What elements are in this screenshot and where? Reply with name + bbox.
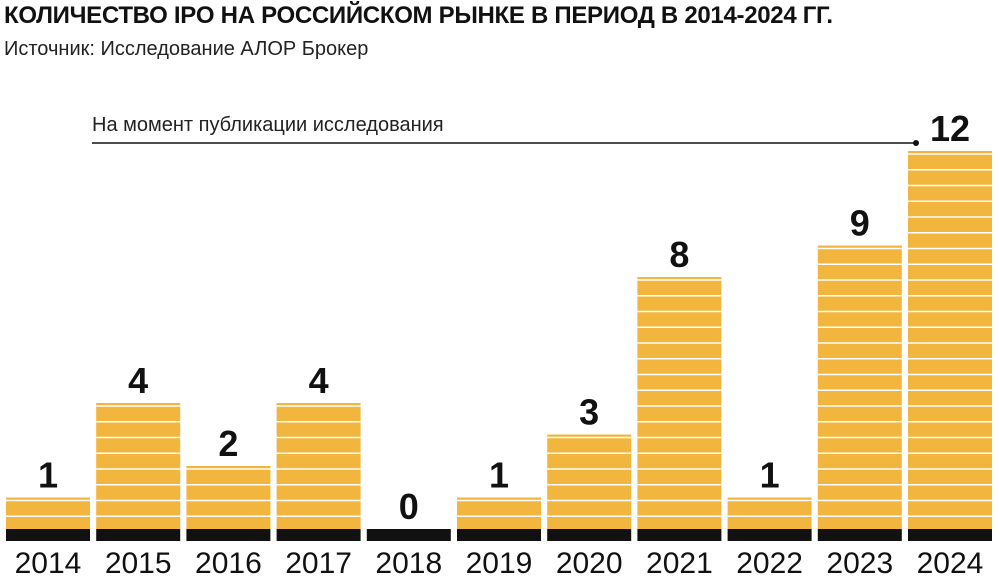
tick-label-2015: 2015 xyxy=(105,547,172,577)
baseline-segment-2017 xyxy=(276,529,361,541)
publication-annotation-dot xyxy=(913,140,919,146)
baseline-segment-2018 xyxy=(366,529,451,541)
data-label-2022: 1 xyxy=(760,455,780,496)
baseline-segment-2014 xyxy=(6,529,90,541)
bar-2017 xyxy=(276,403,361,529)
bar-2014 xyxy=(6,497,90,529)
bar-2019 xyxy=(457,497,541,529)
baseline-segment-2023 xyxy=(817,529,902,541)
data-label-2024: 12 xyxy=(930,108,970,149)
chart-title: КОЛИЧЕСТВО IPO НА РОССИЙСКОМ РЫНКЕ В ПЕР… xyxy=(4,2,833,29)
baseline-segment-2024 xyxy=(908,529,992,541)
baseline-segment-2015 xyxy=(96,529,181,541)
baseline-segment-2021 xyxy=(637,529,722,541)
data-label-2017: 4 xyxy=(309,360,329,401)
baseline-segment-2022 xyxy=(727,529,812,541)
data-label-2021: 8 xyxy=(669,234,689,275)
bar-2016 xyxy=(186,466,271,529)
tick-label-2024: 2024 xyxy=(917,547,984,577)
tick-label-2019: 2019 xyxy=(466,547,533,577)
data-label-2015: 4 xyxy=(128,360,148,401)
bar-2015 xyxy=(96,403,181,529)
tick-label-2016: 2016 xyxy=(195,547,262,577)
tick-label-2022: 2022 xyxy=(736,547,803,577)
data-label-2018: 0 xyxy=(399,486,419,527)
bar-2024 xyxy=(908,151,992,529)
data-label-2016: 2 xyxy=(218,423,238,464)
tick-label-2014: 2014 xyxy=(15,547,82,577)
bar-2022 xyxy=(727,497,812,529)
tick-label-2023: 2023 xyxy=(826,547,893,577)
baseline-segment-2016 xyxy=(186,529,271,541)
data-label-2020: 3 xyxy=(579,392,599,433)
tick-label-2021: 2021 xyxy=(646,547,713,577)
data-label-2023: 9 xyxy=(850,203,870,244)
baseline-segment-2019 xyxy=(457,529,541,541)
tick-label-2020: 2020 xyxy=(556,547,623,577)
bar-2023 xyxy=(817,245,902,529)
tick-label-2018: 2018 xyxy=(375,547,442,577)
publication-annotation-label: На момент публикации исследования xyxy=(92,114,444,136)
data-label-2019: 1 xyxy=(489,455,509,496)
bar-2021 xyxy=(637,277,722,529)
chart-source: Источник: Исследование АЛОР Брокер xyxy=(4,38,369,60)
data-label-2014: 1 xyxy=(38,455,58,496)
baseline-segment-2020 xyxy=(547,529,632,541)
bar-2020 xyxy=(547,434,632,529)
tick-label-2017: 2017 xyxy=(285,547,352,577)
